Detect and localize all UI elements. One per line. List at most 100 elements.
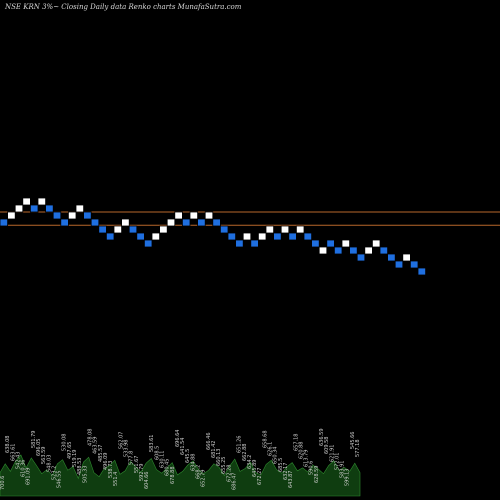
renko-brick-up	[257, 232, 267, 241]
volume-label: 609.58	[324, 437, 330, 455]
volume-label: 668.2	[196, 465, 202, 479]
renko-brick-up	[174, 211, 183, 220]
renko-brick-down	[106, 232, 115, 241]
volume-label: 604.66	[144, 472, 150, 490]
volume-label: 641.54	[180, 438, 186, 456]
volume-label: 626.1	[268, 442, 274, 456]
renko-brick-down	[98, 225, 107, 234]
volume-label: 663.61	[10, 444, 16, 462]
renko-brick-up	[113, 225, 122, 234]
renko-brick-down	[45, 204, 54, 213]
volume-label: 590.6	[309, 461, 315, 475]
volume-label: 583.91	[340, 461, 346, 479]
volume-label: 636.59	[319, 429, 325, 447]
volume-label: 655.25	[221, 457, 227, 475]
renko-brick-up	[37, 197, 46, 206]
volume-label: 696.05	[36, 439, 42, 457]
volume-label: 478.08	[87, 429, 93, 447]
renko-brick-down	[356, 253, 366, 262]
volume-label: 530.08	[62, 434, 68, 452]
volume-label: 608.5	[154, 446, 160, 460]
renko-brick-down	[181, 218, 191, 227]
volume-label: 657.18	[293, 434, 299, 452]
renko-brick-up	[166, 218, 176, 227]
volume-label: 621.91	[329, 445, 335, 463]
renko-brick-up	[68, 211, 77, 220]
volume-label: 581.79	[31, 431, 37, 449]
renko-brick-down	[417, 267, 426, 276]
renko-brick-down	[60, 218, 69, 227]
renko-brick-up	[189, 211, 198, 220]
volume-label: 551.67	[134, 456, 140, 474]
volume-label: 680.45	[165, 459, 171, 477]
renko-brick-up	[280, 225, 290, 234]
renko-brick-up	[318, 246, 328, 255]
renko-brick-down	[349, 246, 358, 255]
renko-brick-down	[409, 260, 419, 269]
volume-label: 485.57	[98, 445, 104, 463]
volume-label: 610.36	[21, 460, 27, 478]
renko-brick-up	[371, 239, 381, 248]
volume-label: 551.4	[113, 472, 119, 486]
renko-brick-down	[90, 218, 100, 227]
renko-brick-down	[197, 218, 206, 227]
renko-brick-up	[265, 225, 274, 234]
renko-brick-down	[227, 232, 236, 241]
volume-label: 672.27	[257, 468, 263, 486]
volume-label: 658.68	[262, 431, 268, 449]
renko-brick-down	[333, 246, 343, 255]
renko-brick-down	[29, 204, 39, 213]
volume-label: 686.47	[232, 473, 238, 491]
volume-label: 643.87	[288, 471, 294, 489]
renko-brick-down	[212, 218, 221, 227]
volume-label: 691.09	[26, 468, 32, 486]
renko-brick-down	[387, 253, 396, 262]
volume-label: 645.89	[252, 460, 258, 478]
volume-label: 577.18	[355, 440, 361, 458]
renko-bricks	[0, 197, 426, 276]
volume-label: 519.19	[72, 450, 78, 468]
volume-label: 599.13	[345, 469, 351, 487]
volume-label: 577.8	[129, 451, 135, 465]
renko-brick-down	[311, 239, 320, 248]
volume-label: 672.28	[226, 465, 232, 483]
volume-label: 662.88	[242, 444, 248, 462]
renko-brick-up	[295, 225, 305, 234]
volume-label: 666.46	[206, 433, 212, 451]
volume-label: 563.59	[41, 447, 47, 465]
volume-label: 638.08	[5, 436, 11, 454]
renko-brick-up	[22, 197, 31, 206]
volume-label: 630.11	[159, 451, 165, 469]
renko-brick-down	[288, 232, 297, 241]
volume-label: 632.17	[283, 463, 289, 481]
renko-brick-up	[159, 225, 168, 234]
volume-label: 634.88	[190, 454, 196, 472]
renko-brick-up	[75, 204, 84, 213]
volume-label: 497.65	[67, 442, 73, 460]
volume-label: 592.79	[139, 464, 145, 482]
renko-brick-down	[326, 239, 335, 248]
renko-brick-up	[204, 211, 214, 220]
renko-brick-down	[52, 211, 62, 220]
volume-label: 634.2	[247, 455, 253, 469]
volume-label: 700.6	[0, 476, 6, 490]
renko-brick-down	[219, 225, 229, 234]
chart-title: NSE KRN 3%~ Closing Daily data Renko cha…	[5, 3, 242, 11]
renko-brick-down	[235, 239, 244, 248]
renko-brick-up	[14, 204, 24, 213]
volume-label: 645.5	[185, 449, 191, 463]
volume-label: 651.26	[237, 436, 243, 454]
renko-brick-down	[379, 246, 388, 255]
volume-label: 488.53	[77, 458, 83, 476]
volume-label: 681.42	[211, 441, 217, 459]
renko-brick-down	[394, 260, 404, 269]
volume-label: 660.13	[216, 449, 222, 467]
volume-label: 696.64	[175, 430, 181, 448]
renko-brick-up	[402, 253, 411, 262]
volume-label: 628.59	[314, 466, 320, 484]
volume-label: 546.55	[57, 471, 63, 489]
volume-label: 652.79	[201, 470, 207, 488]
volume-label: 542.43	[15, 452, 21, 470]
volume-label: 463.59	[93, 437, 99, 455]
